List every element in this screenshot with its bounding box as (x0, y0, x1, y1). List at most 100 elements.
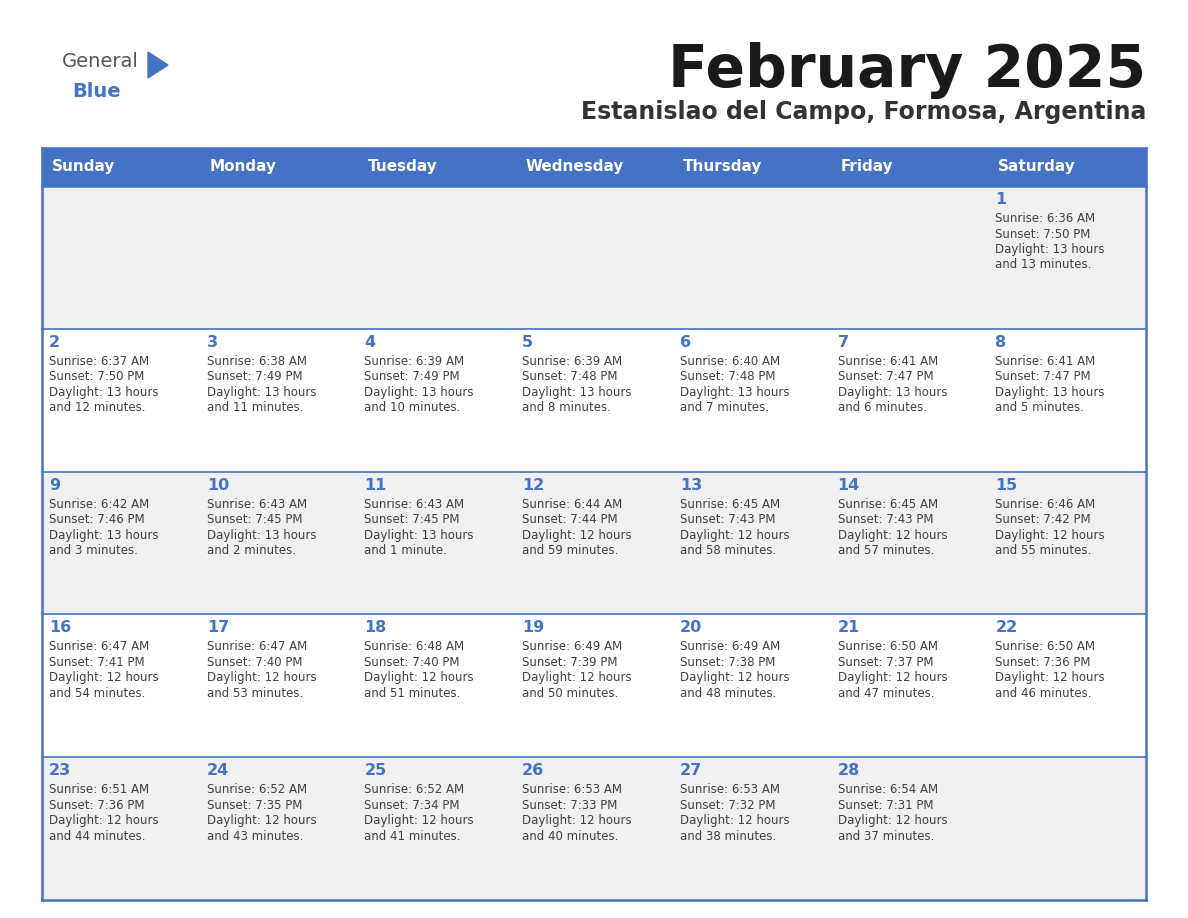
Bar (672, 614, 830, 757)
Text: 7: 7 (838, 335, 848, 350)
Text: Sunset: 7:45 PM: Sunset: 7:45 PM (365, 513, 460, 526)
Bar (988, 614, 1146, 757)
Text: Sunrise: 6:37 AM: Sunrise: 6:37 AM (49, 354, 150, 368)
Text: Sunset: 7:46 PM: Sunset: 7:46 PM (49, 513, 145, 526)
Text: Sunrise: 6:41 AM: Sunrise: 6:41 AM (838, 354, 937, 368)
Text: Estanislao del Campo, Formosa, Argentina: Estanislao del Campo, Formosa, Argentina (581, 100, 1146, 124)
Text: Sunrise: 6:50 AM: Sunrise: 6:50 AM (838, 641, 937, 654)
Bar (516, 329, 672, 472)
Text: Daylight: 12 hours: Daylight: 12 hours (838, 529, 947, 542)
Text: Sunset: 7:47 PM: Sunset: 7:47 PM (996, 370, 1091, 384)
Bar (672, 472, 830, 614)
Text: 19: 19 (523, 621, 544, 635)
Text: Daylight: 13 hours: Daylight: 13 hours (838, 386, 947, 398)
Text: and 12 minutes.: and 12 minutes. (49, 401, 145, 414)
Text: and 48 minutes.: and 48 minutes. (680, 687, 776, 700)
Text: Sunset: 7:43 PM: Sunset: 7:43 PM (680, 513, 776, 526)
Text: 17: 17 (207, 621, 229, 635)
Text: and 8 minutes.: and 8 minutes. (523, 401, 611, 414)
Bar (42, 614, 200, 757)
Text: Daylight: 12 hours: Daylight: 12 hours (523, 529, 632, 542)
Bar (830, 472, 988, 614)
Text: Sunset: 7:50 PM: Sunset: 7:50 PM (996, 228, 1091, 241)
Bar (42, 757, 200, 900)
Text: Sunset: 7:32 PM: Sunset: 7:32 PM (680, 799, 776, 812)
Text: and 47 minutes.: and 47 minutes. (838, 687, 934, 700)
Bar (358, 186, 516, 329)
Bar (988, 472, 1146, 614)
Text: Daylight: 12 hours: Daylight: 12 hours (680, 671, 790, 685)
Text: Sunset: 7:41 PM: Sunset: 7:41 PM (49, 655, 145, 669)
Text: Daylight: 13 hours: Daylight: 13 hours (207, 529, 316, 542)
Text: 20: 20 (680, 621, 702, 635)
Text: Daylight: 12 hours: Daylight: 12 hours (207, 671, 316, 685)
Text: Sunrise: 6:52 AM: Sunrise: 6:52 AM (207, 783, 307, 796)
Text: Sunrise: 6:47 AM: Sunrise: 6:47 AM (49, 641, 150, 654)
Bar (988, 329, 1146, 472)
Text: and 11 minutes.: and 11 minutes. (207, 401, 303, 414)
Text: and 6 minutes.: and 6 minutes. (838, 401, 927, 414)
Bar (516, 757, 672, 900)
Text: Sunset: 7:36 PM: Sunset: 7:36 PM (49, 799, 145, 812)
Text: and 1 minute.: and 1 minute. (365, 544, 448, 557)
Text: Sunrise: 6:46 AM: Sunrise: 6:46 AM (996, 498, 1095, 510)
Text: and 13 minutes.: and 13 minutes. (996, 259, 1092, 272)
Text: Daylight: 12 hours: Daylight: 12 hours (365, 814, 474, 827)
Text: Blue: Blue (72, 82, 121, 101)
Bar (200, 472, 358, 614)
Text: and 10 minutes.: and 10 minutes. (365, 401, 461, 414)
Text: Monday: Monday (210, 160, 277, 174)
Text: 10: 10 (207, 477, 229, 493)
Bar (830, 757, 988, 900)
Bar (42, 148, 1146, 186)
Text: Sunrise: 6:43 AM: Sunrise: 6:43 AM (365, 498, 465, 510)
Text: Saturday: Saturday (998, 160, 1076, 174)
Text: Sunrise: 6:53 AM: Sunrise: 6:53 AM (680, 783, 779, 796)
Text: 22: 22 (996, 621, 1018, 635)
Text: and 44 minutes.: and 44 minutes. (49, 830, 145, 843)
Bar (358, 472, 516, 614)
Bar (988, 186, 1146, 329)
Bar (42, 472, 200, 614)
Bar (988, 757, 1146, 900)
Bar (200, 614, 358, 757)
Bar (830, 614, 988, 757)
Text: and 58 minutes.: and 58 minutes. (680, 544, 776, 557)
Text: Daylight: 12 hours: Daylight: 12 hours (838, 671, 947, 685)
Bar (42, 329, 200, 472)
Bar (672, 329, 830, 472)
Text: Daylight: 12 hours: Daylight: 12 hours (996, 529, 1105, 542)
Text: Sunset: 7:39 PM: Sunset: 7:39 PM (523, 655, 618, 669)
Text: 21: 21 (838, 621, 860, 635)
Text: and 43 minutes.: and 43 minutes. (207, 830, 303, 843)
Text: Sunrise: 6:36 AM: Sunrise: 6:36 AM (996, 212, 1095, 225)
Text: Daylight: 13 hours: Daylight: 13 hours (996, 243, 1105, 256)
Text: and 5 minutes.: and 5 minutes. (996, 401, 1085, 414)
Text: 3: 3 (207, 335, 217, 350)
Bar (672, 757, 830, 900)
Text: Daylight: 13 hours: Daylight: 13 hours (207, 386, 316, 398)
Text: Sunset: 7:48 PM: Sunset: 7:48 PM (680, 370, 776, 384)
Text: Tuesday: Tuesday (367, 160, 437, 174)
Text: 9: 9 (49, 477, 61, 493)
Text: Friday: Friday (841, 160, 893, 174)
Text: 1: 1 (996, 192, 1006, 207)
Text: Sunset: 7:31 PM: Sunset: 7:31 PM (838, 799, 933, 812)
Text: Sunrise: 6:39 AM: Sunrise: 6:39 AM (365, 354, 465, 368)
Bar (830, 329, 988, 472)
Text: 26: 26 (523, 763, 544, 778)
Bar (516, 472, 672, 614)
Bar (358, 614, 516, 757)
Text: Daylight: 13 hours: Daylight: 13 hours (680, 386, 789, 398)
Text: and 57 minutes.: and 57 minutes. (838, 544, 934, 557)
Text: Wednesday: Wednesday (525, 160, 624, 174)
Text: Sunrise: 6:43 AM: Sunrise: 6:43 AM (207, 498, 307, 510)
Text: and 53 minutes.: and 53 minutes. (207, 687, 303, 700)
Bar (200, 757, 358, 900)
Text: 5: 5 (523, 335, 533, 350)
Text: Sunrise: 6:49 AM: Sunrise: 6:49 AM (523, 641, 623, 654)
Text: Thursday: Thursday (683, 160, 763, 174)
Text: Daylight: 12 hours: Daylight: 12 hours (996, 671, 1105, 685)
Bar (830, 186, 988, 329)
Text: Sunrise: 6:45 AM: Sunrise: 6:45 AM (838, 498, 937, 510)
